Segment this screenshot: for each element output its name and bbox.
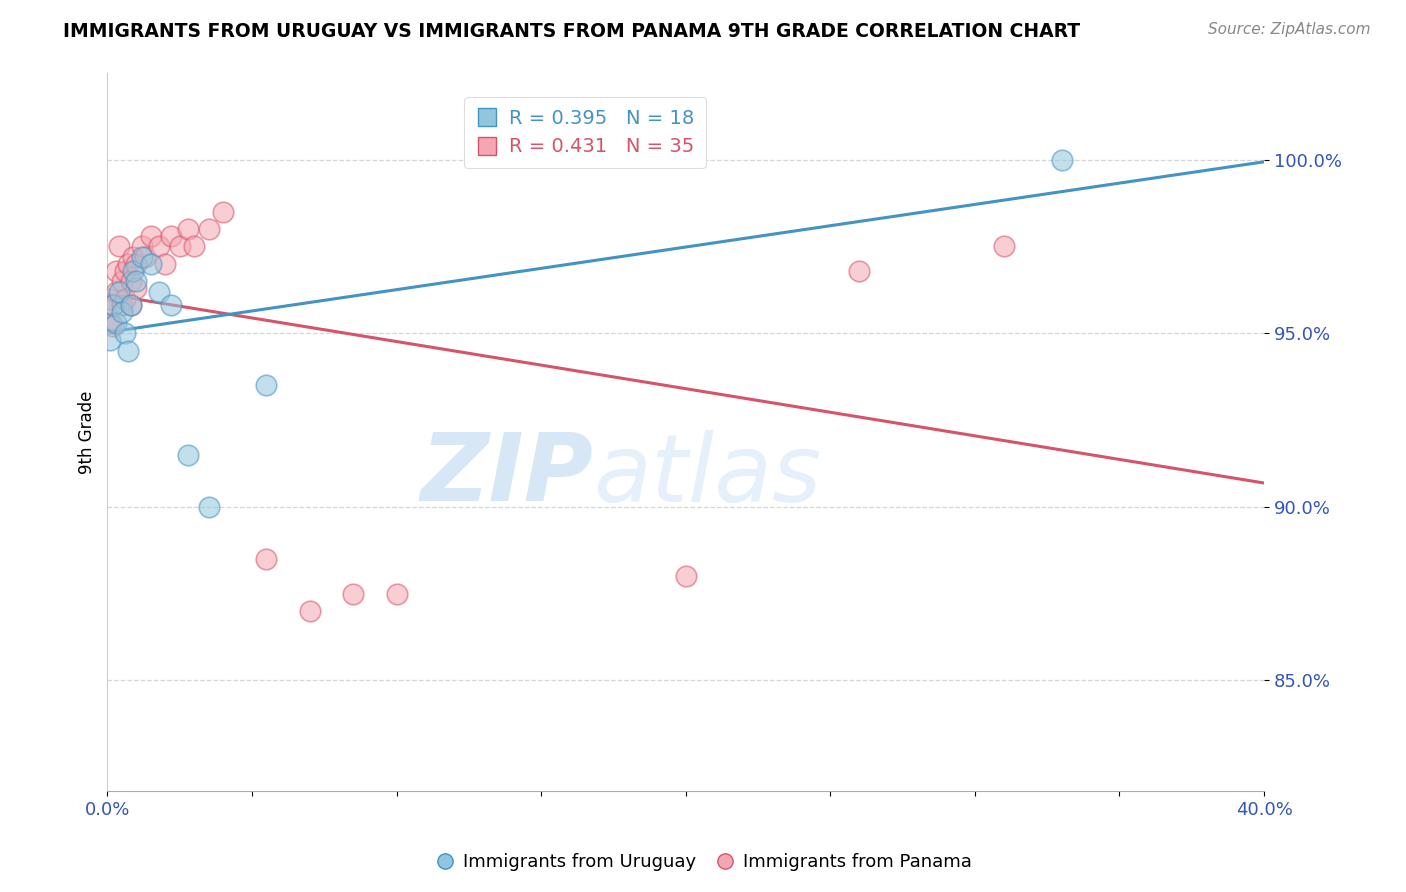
Point [155, 257, 177, 271]
Point [197, 222, 219, 236]
Point [134, 250, 156, 264]
Point [298, 604, 321, 618]
Y-axis label: 9th Grade: 9th Grade [79, 391, 96, 474]
Legend: Immigrants from Uruguay, Immigrants from Panama: Immigrants from Uruguay, Immigrants from… [427, 847, 979, 879]
Point [98, 316, 121, 330]
Point [148, 285, 170, 299]
Point [177, 222, 200, 236]
Point [114, 326, 136, 341]
Point [385, 586, 408, 600]
Point [111, 274, 134, 288]
Point [139, 257, 162, 271]
Point [111, 305, 134, 319]
Point [101, 319, 124, 334]
Point [342, 586, 364, 600]
Point [675, 569, 697, 583]
Text: IMMIGRANTS FROM URUGUAY VS IMMIGRANTS FROM PANAMA 9TH GRADE CORRELATION CHART: IMMIGRANTS FROM URUGUAY VS IMMIGRANTS FR… [63, 22, 1080, 41]
Point [117, 257, 139, 271]
Point [120, 274, 142, 288]
Point [197, 500, 219, 514]
Point [1050, 153, 1073, 167]
Legend: R = 0.395   N = 18, R = 0.431   N = 35: R = 0.395 N = 18, R = 0.431 N = 35 [464, 97, 706, 168]
Point [254, 551, 277, 566]
Point [125, 257, 148, 271]
Point [98, 333, 121, 347]
Point [105, 264, 128, 278]
Point [125, 274, 148, 288]
Point [122, 250, 145, 264]
Text: ZIP: ZIP [420, 429, 593, 521]
Point [183, 239, 205, 253]
Text: Source: ZipAtlas.com: Source: ZipAtlas.com [1208, 22, 1371, 37]
Point [177, 448, 200, 462]
Point [105, 316, 128, 330]
Point [160, 298, 183, 312]
Point [848, 264, 870, 278]
Text: atlas: atlas [593, 430, 821, 521]
Point [101, 298, 124, 312]
Point [108, 285, 131, 299]
Point [101, 298, 124, 312]
Point [117, 343, 139, 358]
Point [114, 264, 136, 278]
Point [212, 204, 235, 219]
Point [98, 292, 121, 306]
Point [120, 298, 142, 312]
Point [120, 298, 142, 312]
Point [105, 285, 128, 299]
Point [131, 250, 153, 264]
Point [111, 298, 134, 312]
Point [125, 281, 148, 295]
Point [131, 239, 153, 253]
Point [114, 292, 136, 306]
Point [169, 239, 191, 253]
Point [148, 239, 170, 253]
Point [993, 239, 1015, 253]
Point [139, 229, 162, 244]
Point [108, 239, 131, 253]
Point [254, 378, 277, 392]
Point [160, 229, 183, 244]
Point [122, 264, 145, 278]
